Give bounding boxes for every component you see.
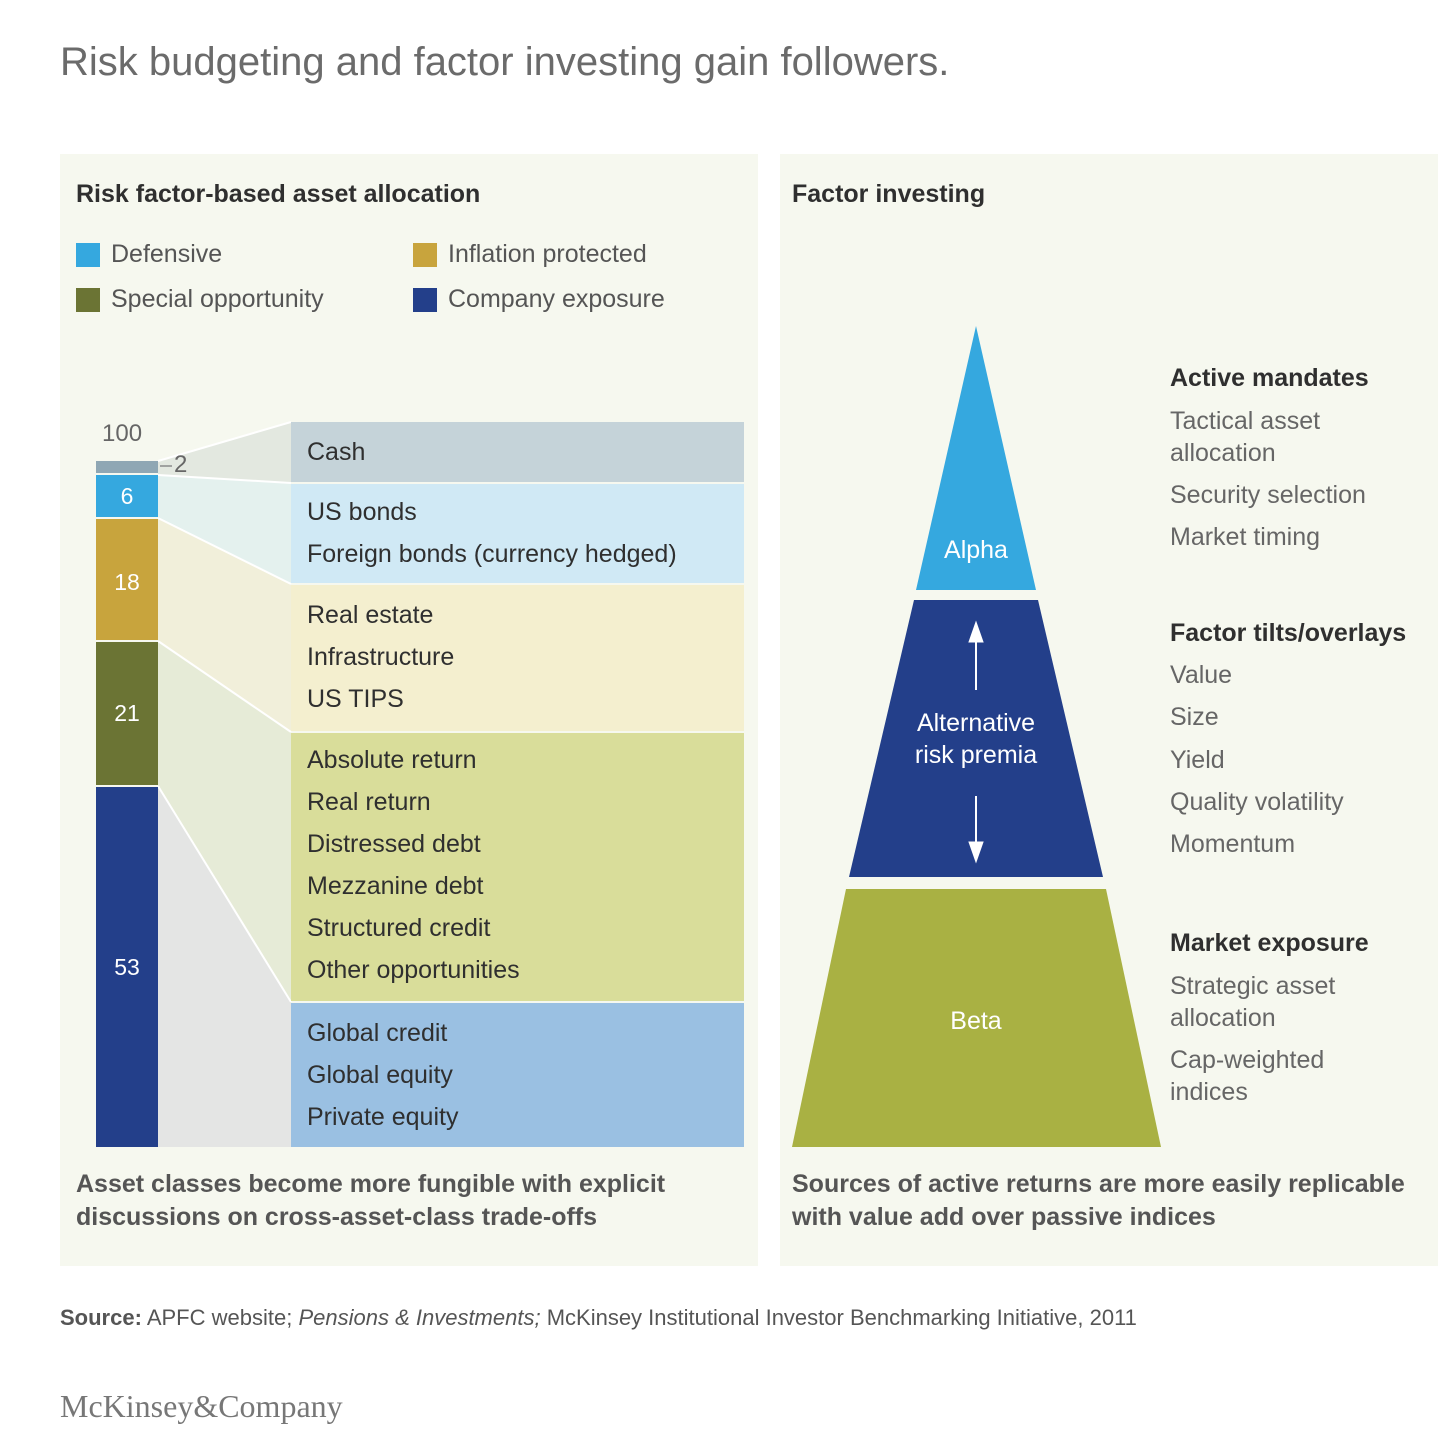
- source-label: Source:: [60, 1305, 142, 1330]
- pyramid-alternative-risk-premia: [849, 600, 1103, 877]
- group-item: Momentum: [1170, 830, 1296, 858]
- group-heading-market-exposure: Market exposure: [1170, 929, 1369, 957]
- right-caption: Sources of active returns are more easil…: [792, 1170, 1405, 1231]
- asset-class-item: Foreign bonds (currency hedged): [307, 540, 677, 568]
- asset-box-defensive: US bonds Foreign bonds (currency hedged): [291, 484, 744, 583]
- tier-label-alpha: Alpha: [944, 536, 1008, 564]
- legend-defensive: Defensive: [76, 240, 222, 269]
- asset-class-item: Infrastructure: [307, 643, 455, 671]
- asset-class-item: Distressed debt: [307, 830, 481, 858]
- asset-class-item: US bonds: [307, 498, 417, 526]
- wedge-cash: [158, 422, 291, 483]
- left-panel-heading: Risk factor-based asset allocation: [76, 180, 481, 208]
- group-item: Yield: [1170, 746, 1225, 774]
- asset-class-item: Real estate: [307, 601, 434, 629]
- asset-box-special-opportunity: Absolute return Real return Distressed d…: [291, 733, 744, 1001]
- pyramid-alpha: [916, 326, 1036, 590]
- group-heading-factor-tilts: Factor tilts/overlays: [1170, 619, 1407, 647]
- tier-label-alternative-risk-premia: Alternative risk premia: [914, 709, 1038, 769]
- segment-value: 53: [114, 953, 140, 980]
- asset-box-company-exposure: Global credit Global equity Private equi…: [291, 1003, 744, 1147]
- arrow-up-icon: [968, 620, 984, 690]
- group-item: Security selection: [1170, 481, 1366, 509]
- legend-label: Special opportunity: [111, 285, 324, 313]
- group-item: Tactical asset allocation: [1170, 407, 1321, 467]
- arrow-down-icon: [968, 796, 984, 864]
- legend-label: Inflation protected: [448, 240, 647, 268]
- asset-class-item: Cash: [307, 438, 366, 466]
- asset-box-cash: Cash: [291, 422, 744, 482]
- bar-segment-company-exposure: 53: [96, 787, 158, 1147]
- left-caption: Asset classes become more fungible with …: [76, 1170, 666, 1231]
- group-item: Strategic asset allocation: [1170, 972, 1336, 1032]
- legend-swatch-company-exposure: [413, 287, 437, 312]
- group-item: Quality volatility: [1170, 788, 1344, 816]
- group-item: Cap-weighted indices: [1170, 1046, 1325, 1106]
- asset-class-item: Mezzanine debt: [307, 872, 484, 900]
- legend-label: Defensive: [111, 240, 223, 268]
- bar-segment-inflation-protected: 18: [96, 519, 158, 640]
- total-label: 100: [102, 420, 143, 447]
- wedge-inflation: [158, 518, 291, 732]
- group-item: Value: [1170, 661, 1233, 689]
- brand-logo: McKinsey&Company: [60, 1388, 343, 1424]
- asset-class-item: Structured credit: [307, 914, 491, 942]
- cash-value-label: 2: [174, 451, 188, 478]
- wedge-defensive: [158, 475, 291, 584]
- segment-value: 18: [114, 569, 140, 595]
- source-text: APFC website;: [146, 1305, 293, 1330]
- asset-class-item: Real return: [307, 788, 431, 816]
- legend-special-opportunity: Special opportunity: [76, 285, 324, 314]
- source-italic: Pensions & Investments;: [298, 1305, 541, 1330]
- bar-segment-cash: [96, 461, 158, 473]
- bar-segment-special-opportunity: 21: [96, 642, 158, 785]
- asset-class-item: Global equity: [307, 1061, 453, 1089]
- source-note: Source: APFC website; Pensions & Investm…: [60, 1305, 1137, 1331]
- segment-value: 21: [114, 700, 140, 726]
- legend-label: Company exposure: [448, 285, 665, 313]
- pyramid-beta: [792, 889, 1161, 1147]
- tier-label-beta: Beta: [950, 1007, 1002, 1035]
- group-item: Size: [1170, 703, 1219, 731]
- asset-class-item: Other opportunities: [307, 956, 520, 984]
- right-panel-heading: Factor investing: [792, 180, 986, 208]
- asset-box-inflation-protected: Real estate Infrastructure US TIPS: [291, 585, 744, 731]
- asset-class-item: Private equity: [307, 1103, 459, 1131]
- source-text: McKinsey Institutional Investor Benchmar…: [546, 1305, 1137, 1330]
- legend-swatch-inflation-protected: [413, 242, 437, 267]
- group-item: Market timing: [1170, 523, 1321, 551]
- asset-class-item: Absolute return: [307, 746, 477, 774]
- group-heading-active-mandates: Active mandates: [1170, 364, 1369, 392]
- legend-swatch-defensive: [76, 242, 100, 267]
- legend-swatch-special-opportunity: [76, 287, 100, 312]
- segment-value: 6: [120, 482, 134, 509]
- asset-class-item: Global credit: [307, 1019, 448, 1047]
- wedge-company: [158, 786, 291, 1147]
- legend-company-exposure: Company exposure: [413, 285, 665, 314]
- page-title: Risk budgeting and factor investing gain…: [60, 40, 950, 84]
- asset-class-item: US TIPS: [307, 685, 404, 713]
- bar-segment-defensive: 6: [96, 475, 158, 517]
- legend-inflation-protected: Inflation protected: [413, 240, 647, 269]
- wedge-special: [158, 641, 291, 1002]
